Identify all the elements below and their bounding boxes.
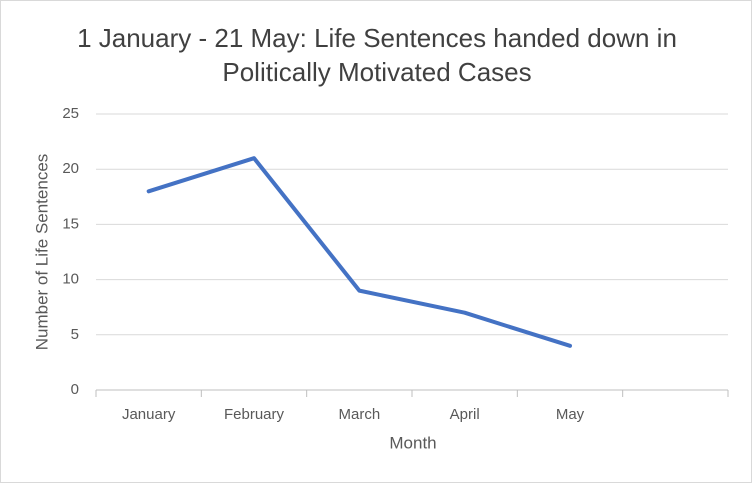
- y-tick-label: 15: [62, 215, 79, 232]
- y-axis-label: Number of Life Sentences: [32, 154, 51, 351]
- y-tick-label: 25: [62, 105, 79, 122]
- data-line: [146, 156, 572, 348]
- y-tick-label: 10: [62, 271, 79, 288]
- x-tick-label: April: [450, 406, 480, 423]
- x-axis-label: Month: [389, 433, 436, 452]
- y-tick-label: 20: [62, 160, 79, 177]
- x-tick-label: May: [556, 406, 585, 423]
- x-tick-label: March: [338, 406, 380, 423]
- x-tick-label: January: [122, 406, 176, 423]
- x-tick-label: February: [224, 406, 285, 423]
- y-tick-label: 5: [71, 326, 79, 343]
- chart-title: 1 January - 21 May: Life Sentences hande…: [77, 23, 677, 87]
- y-tick-label: 0: [71, 381, 79, 398]
